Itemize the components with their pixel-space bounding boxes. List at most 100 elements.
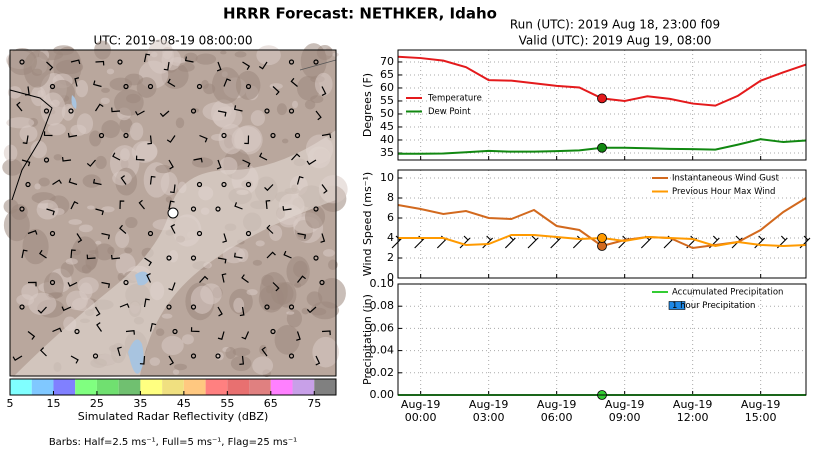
terrain-patch [34, 183, 41, 190]
plot-frame [397, 49, 807, 161]
terrain-patch [181, 334, 194, 345]
wind-barb [216, 61, 222, 72]
wind-barb [22, 135, 29, 145]
wind-barb [258, 61, 268, 70]
terrain-patch [200, 283, 222, 305]
terrain-patch [106, 68, 115, 75]
wind-barb [217, 257, 227, 264]
wind-barb [120, 175, 127, 185]
calm-barb [245, 230, 252, 237]
terrain-patch [269, 225, 283, 241]
terrain-patch [3, 199, 19, 214]
terrain-patch [155, 328, 165, 337]
terrain-patch [281, 138, 289, 144]
wind-barb [233, 105, 243, 112]
wind-barb [321, 184, 328, 194]
calm-barb [19, 206, 25, 212]
calm-barb [264, 108, 270, 114]
x-tick-label: Aug-19 09:00 [604, 398, 645, 424]
terrain-patch [88, 249, 99, 254]
wind-barb [52, 179, 62, 186]
wind-barb [70, 59, 81, 65]
wind-barb [86, 159, 96, 167]
wind-barb [166, 135, 176, 143]
wind-barb [233, 252, 243, 259]
calm-barb [313, 206, 319, 212]
terrain-patch [291, 100, 299, 109]
terrain-patch [235, 70, 261, 100]
wind-barb [46, 208, 55, 216]
wind-barb [290, 77, 298, 87]
calm-barb [245, 181, 252, 188]
y-tick-label: 0 [387, 271, 394, 284]
wind-barb [27, 229, 38, 235]
terrain-patch [115, 253, 136, 276]
wind-barb [321, 86, 327, 96]
terrain-patch [218, 123, 244, 155]
wind-barb [111, 107, 121, 113]
terrain-patch [95, 155, 107, 170]
terrain-patch [150, 51, 158, 58]
calm-barb [270, 328, 276, 335]
wind-barb [94, 103, 104, 112]
wind-barb [86, 254, 96, 260]
wind-barb [190, 327, 200, 333]
colorbar-bin [31, 379, 54, 395]
wind-barb [216, 159, 222, 170]
wind-barb [94, 306, 101, 317]
terrain-patch [16, 294, 35, 306]
wind-barb [264, 184, 274, 192]
terrain-patch [30, 140, 47, 159]
terrain-patch [191, 157, 213, 168]
terrain-patch [94, 243, 115, 261]
colorbar-bin [270, 379, 293, 395]
colorbar-tick-label: 25 [90, 397, 104, 410]
wind-barb [221, 273, 227, 283]
wind-barb [244, 135, 250, 145]
terrain-patch [113, 89, 144, 116]
wind-barb [170, 224, 176, 234]
calm-barb [74, 328, 80, 335]
wind-barb [199, 275, 209, 283]
y-tick-label: 8 [387, 191, 394, 204]
calm-barb [288, 108, 295, 114]
y-tick-label: 0.10 [370, 277, 395, 290]
wind-barb [217, 331, 225, 340]
colorbar-bin [162, 379, 184, 395]
calm-barb [98, 132, 105, 139]
terrain-patch [201, 79, 209, 90]
calm-barb [294, 132, 301, 139]
terrain-patch [211, 67, 242, 104]
x-tick-label: Aug-19 03:00 [468, 398, 509, 424]
wind-barb [39, 249, 47, 259]
wind-barb [21, 249, 28, 259]
terrain-patch [109, 77, 133, 91]
wind-barb [168, 200, 175, 210]
y-tick-label: 0.04 [370, 344, 395, 357]
colorbar-bin [53, 379, 76, 395]
terrain-patch [95, 240, 102, 245]
terrain-patch [38, 177, 50, 187]
terrain-patch [266, 286, 273, 294]
terrain-patch [175, 117, 185, 129]
y-tick-label: 0.08 [370, 299, 395, 312]
lake [71, 95, 77, 109]
plot-frame [397, 169, 807, 279]
calm-barb [19, 59, 25, 65]
terrain-patch [22, 228, 49, 265]
y-tick-label: 40 [380, 133, 394, 146]
terrain-patch [6, 117, 35, 129]
terrain-patch [255, 240, 265, 247]
wind-barb [306, 306, 317, 314]
wind-barb [39, 347, 47, 357]
terrain-patch [117, 272, 125, 282]
legend-label: Temperature [427, 94, 482, 104]
wind-barb [61, 156, 72, 162]
terrain-patch [78, 224, 93, 233]
wind-barb [168, 282, 176, 291]
wind-barb [70, 355, 79, 364]
colorbar-tick-label: 15 [46, 397, 60, 410]
legend-label: 1 hour Precipitation [672, 301, 755, 311]
calm-barb [43, 157, 50, 163]
